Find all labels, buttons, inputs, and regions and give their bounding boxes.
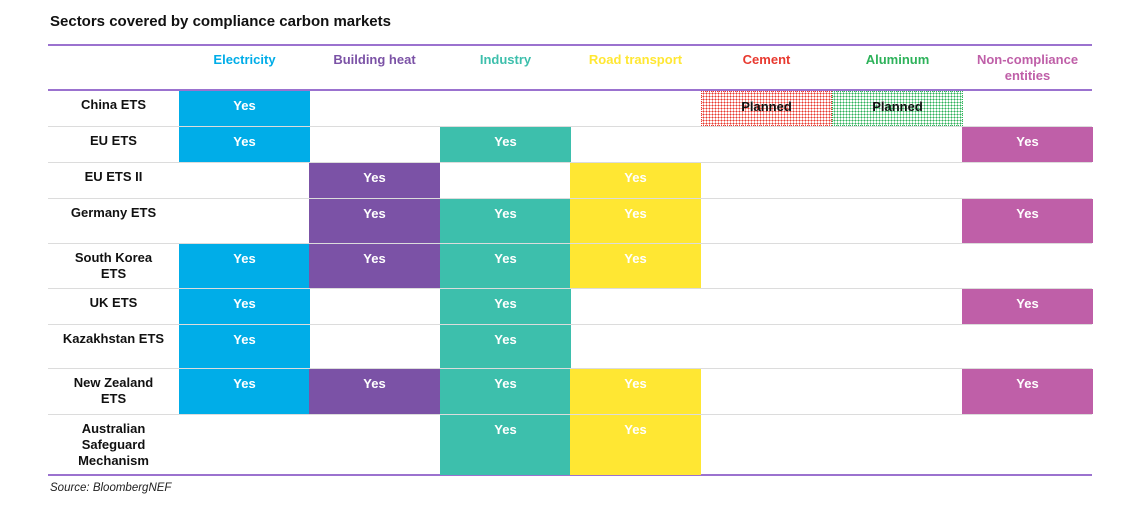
cell-yes-road-transport: Yes: [570, 415, 701, 475]
cell-yes-non-compliance-entities: Yes: [962, 199, 1093, 243]
cell-yes-electricity: Yes: [179, 91, 310, 126]
cell-yes-non-compliance-entities: Yes: [962, 127, 1093, 162]
column-header-cement: Cement: [742, 52, 791, 67]
cell-yes-non-compliance-entities: Yes: [962, 289, 1093, 324]
cell-planned-aluminum: Planned: [832, 91, 963, 126]
row-label-uk-ets: UK ETS: [89, 295, 138, 310]
row-divider: [48, 368, 1092, 369]
table-bottom-rule: [48, 474, 1092, 476]
column-header-industry: Industry: [479, 52, 532, 67]
cell-yes-road-transport: Yes: [570, 369, 701, 414]
row-label-eu-ets: EU ETS: [90, 133, 137, 148]
row-divider: [48, 126, 1092, 127]
header-rule: [48, 89, 1092, 91]
row-label-new-zealand-ets: New Zealand ETS: [73, 375, 154, 406]
row-divider: [48, 324, 1092, 325]
cell-yes-road-transport: Yes: [570, 199, 701, 243]
cell-yes-electricity: Yes: [179, 244, 310, 288]
cell-yes-industry: Yes: [440, 199, 571, 243]
cell-yes-industry: Yes: [440, 127, 571, 162]
table-top-rule: [48, 44, 1092, 46]
cell-yes-industry: Yes: [440, 415, 571, 475]
column-header-road-transport: Road transport: [588, 52, 683, 67]
row-label-kazakhstan-ets: Kazakhstan ETS: [62, 331, 165, 346]
cell-yes-industry: Yes: [440, 369, 571, 414]
cell-yes-road-transport: Yes: [570, 244, 701, 288]
row-label-eu-ets-ii: EU ETS II: [84, 169, 143, 184]
row-label-china-ets: China ETS: [80, 97, 146, 112]
row-divider: [48, 288, 1092, 289]
cell-yes-building-heat: Yes: [309, 163, 440, 198]
chart-title: Sectors covered by compliance carbon mar…: [50, 13, 391, 30]
cell-yes-building-heat: Yes: [309, 369, 440, 414]
column-header-electricity: Electricity: [213, 52, 276, 67]
row-divider: [48, 414, 1092, 415]
column-header-non-compliance-entities: Non-compliance entities: [976, 52, 1079, 83]
row-divider: [48, 198, 1092, 199]
row-label-australian-safeguard-mechanism: Australian Safeguard Mechanism: [78, 421, 149, 468]
cell-yes-industry: Yes: [440, 244, 571, 288]
cell-yes-industry: Yes: [440, 289, 571, 324]
cell-yes-electricity: Yes: [179, 325, 310, 368]
cell-yes-electricity: Yes: [179, 369, 310, 414]
row-label-south-korea-ets: South Korea ETS: [74, 250, 153, 281]
column-header-building-heat: Building heat: [333, 52, 416, 67]
row-divider: [48, 243, 1092, 244]
sector-coverage-table: Electricity Building heat Industry Road tra…: [48, 44, 1093, 476]
cell-yes-building-heat: Yes: [309, 199, 440, 243]
source-note: Source: BloombergNEF: [50, 482, 172, 494]
cell-planned-cement: Planned: [701, 91, 832, 126]
column-header-aluminum: Aluminum: [865, 52, 930, 67]
cell-yes-electricity: Yes: [179, 289, 310, 324]
cell-yes-non-compliance-entities: Yes: [962, 369, 1093, 414]
row-divider: [48, 162, 1092, 163]
cell-yes-electricity: Yes: [179, 127, 310, 162]
cell-yes-building-heat: Yes: [309, 244, 440, 288]
cell-yes-industry: Yes: [440, 325, 571, 368]
row-label-germany-ets: Germany ETS: [70, 205, 157, 220]
cell-yes-road-transport: Yes: [570, 163, 701, 198]
